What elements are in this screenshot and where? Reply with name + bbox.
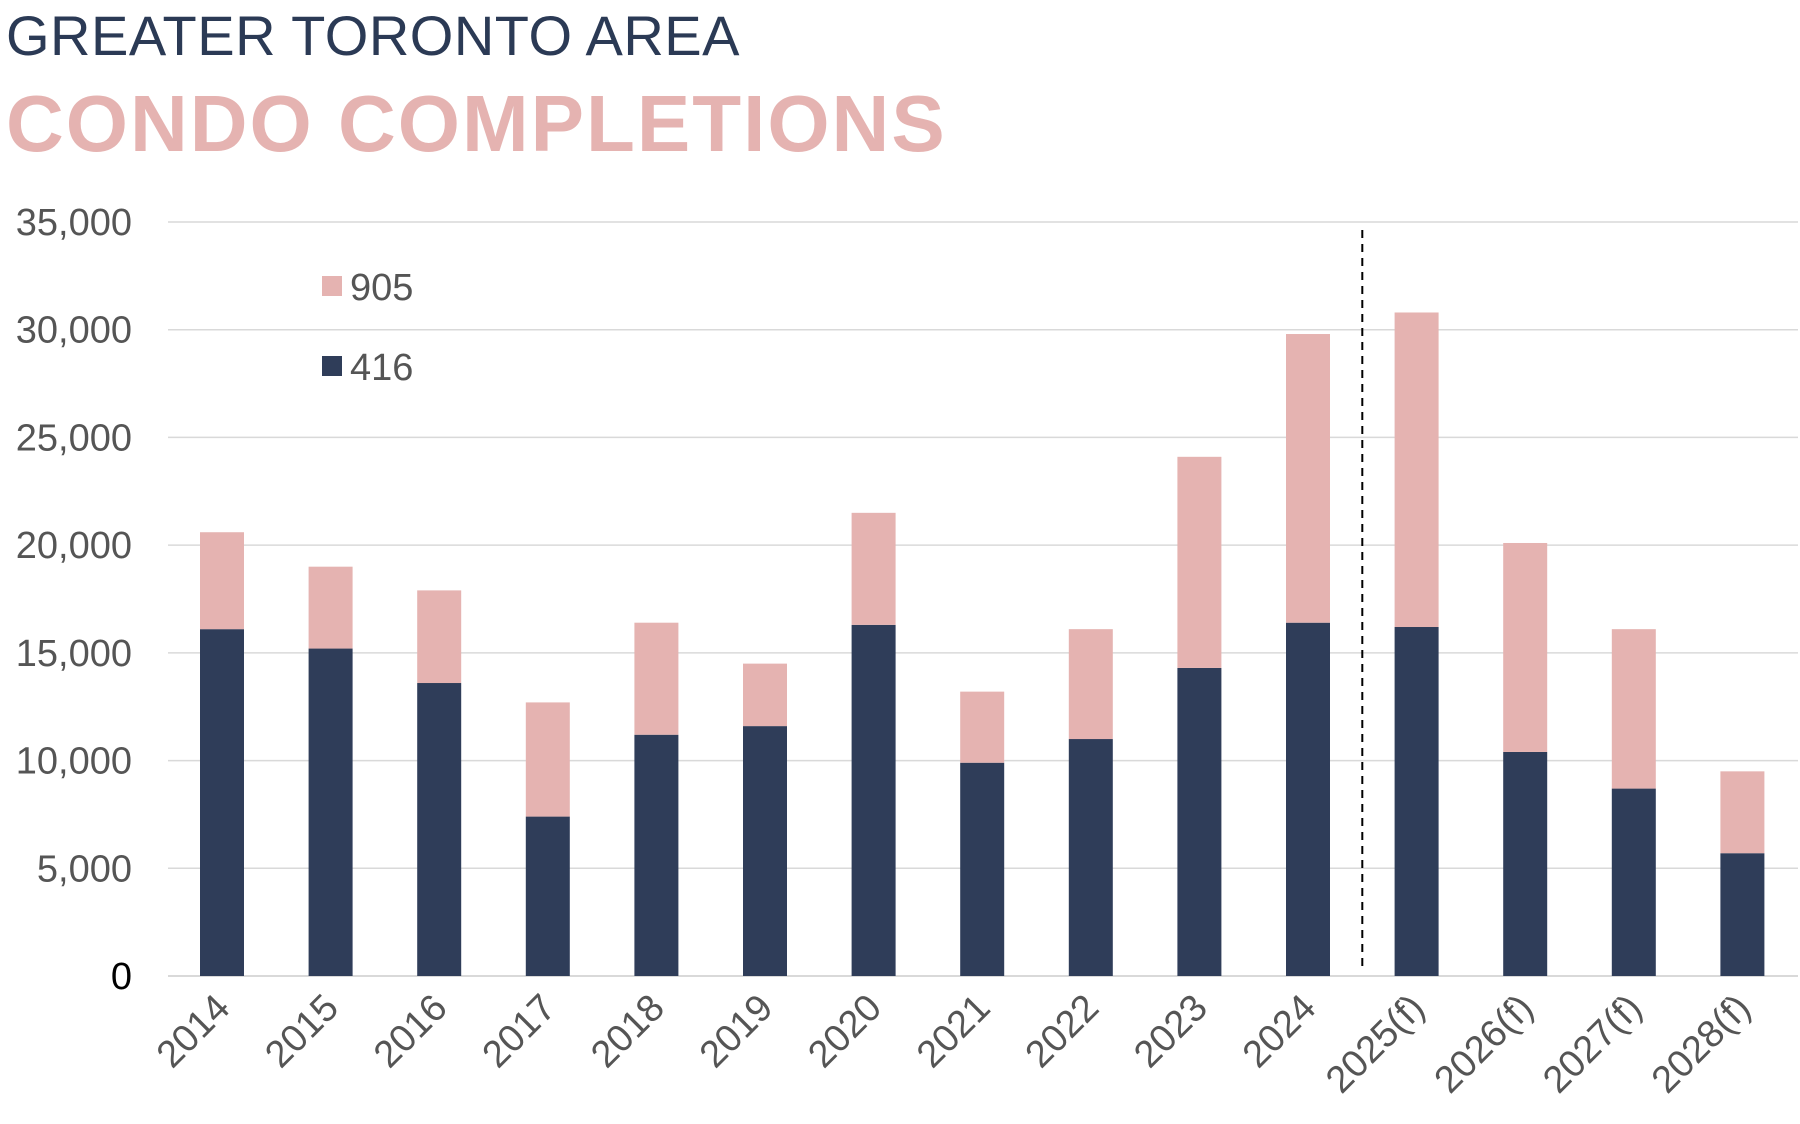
x-tick-label: 2015 [257,987,346,1076]
bar-416-2016 [417,683,462,976]
bar-416-2020 [851,624,896,976]
bars [200,230,1765,976]
bar-416-2014 [200,629,244,976]
x-tick-label: 2017 [475,987,564,1076]
x-tick-label: 2025(f) [1318,987,1433,1102]
bar-905-2028(f) [1720,771,1765,854]
legend-swatch-416 [322,356,342,376]
x-tick-label: 2024 [1235,987,1324,1076]
y-tick-label: 25,000 [16,417,132,459]
bar-416-2023 [1177,667,1222,976]
bar-416-2021 [960,762,1005,976]
y-axis-ticks: 0 5,000 10,000 15,000 20,000 25,000 30,000 35,0… [16,202,132,998]
bar-905-2026(f) [1503,542,1548,752]
bar-416-2025(f) [1394,627,1439,976]
x-tick-label: 2026(f) [1427,987,1542,1102]
x-tick-label: 2021 [909,987,998,1076]
x-axis-ticks: 2014 2015 2016 2017 2018 2019 2020 2021 2022 2023… [149,987,1759,1102]
bar-416-2028(f) [1720,853,1765,976]
bar-905-2017 [525,702,570,817]
y-tick-label: 30,000 [16,310,132,352]
bar-416-2018 [634,734,679,976]
x-tick-label: 2022 [1018,987,1107,1076]
y-tick-label: 5,000 [37,848,132,890]
bar-905-2020 [851,512,896,625]
bar-905-2021 [960,691,1005,763]
x-tick-label: 2016 [366,987,455,1076]
bar-416-2022 [1068,739,1113,976]
x-tick-label: 2028(f) [1644,987,1759,1102]
y-tick-label: 35,000 [16,202,132,244]
bar-905-2024 [1286,334,1330,623]
x-tick-label: 2027(f) [1535,987,1650,1102]
bar-905-2016 [417,590,462,684]
bar-905-2027(f) [1611,629,1656,789]
legend-swatch-905 [322,276,342,296]
bar-905-2015 [308,566,353,649]
bar-416-2024 [1286,622,1330,976]
chart-title: GREATER TORONTO AREA [6,4,741,67]
y-tick-label: 15,000 [16,633,132,675]
legend-label-905: 905 [350,267,413,309]
x-tick-label: 2023 [1126,987,1215,1076]
chart-subtitle: CONDO COMPLETIONS [6,79,947,168]
x-tick-label: 2018 [583,987,672,1076]
x-tick-label: 2020 [800,987,889,1076]
y-tick-label: 10,000 [16,741,132,783]
legend-label-416: 416 [350,347,413,389]
y-tick-label: 0 [111,956,132,998]
bar-905-2019 [743,663,787,727]
bar-416-2015 [308,648,353,976]
bar-905-2025(f) [1394,312,1439,628]
bar-416-2019 [743,726,787,976]
legend: 905 416 [322,267,413,389]
bar-905-2023 [1177,456,1222,668]
bar-416-2026(f) [1503,751,1548,976]
bar-905-2018 [634,622,679,735]
y-tick-label: 20,000 [16,525,132,567]
bar-905-2014 [200,532,244,630]
bar-416-2017 [525,816,570,976]
x-tick-label: 2014 [149,987,238,1076]
x-tick-label: 2019 [692,987,781,1076]
bar-905-2022 [1068,629,1113,740]
bar-416-2027(f) [1611,788,1656,976]
